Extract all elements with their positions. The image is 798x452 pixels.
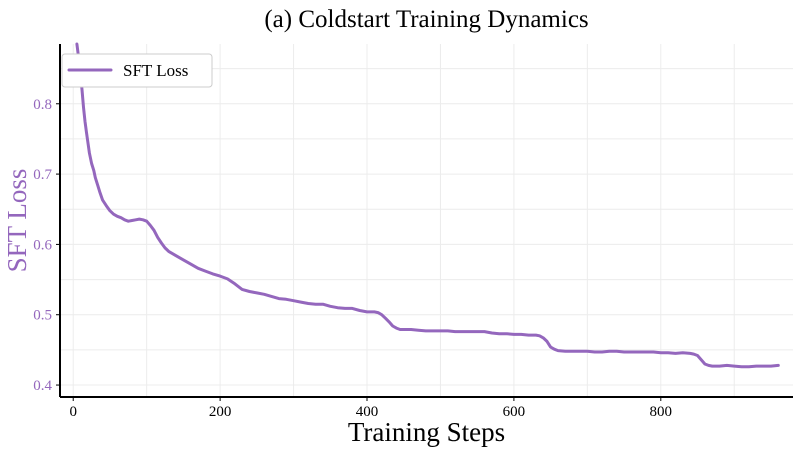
legend-label: SFT Loss	[123, 61, 188, 80]
legend: SFT Loss	[61, 53, 213, 88]
legend-box	[61, 53, 213, 88]
axes	[59, 44, 793, 398]
y-tick-label: 0.8	[33, 97, 52, 113]
grid	[60, 44, 793, 397]
y-axis-ticks: 0.4 0.5 0.6 0.7 0.8	[33, 97, 60, 394]
y-tick-label: 0.4	[33, 378, 52, 394]
y-axis-label: SFT Loss	[2, 169, 32, 273]
y-tick-label: 0.7	[33, 167, 52, 183]
x-axis-ticks: 0 200 400 600 800	[69, 397, 672, 420]
x-tick-label: 600	[503, 404, 526, 420]
y-tick-label: 0.6	[33, 237, 52, 253]
series-layer	[75, 42, 780, 369]
series-line-0	[75, 42, 780, 369]
x-tick-label: 0	[69, 404, 77, 420]
x-tick-label: 200	[209, 404, 232, 420]
chart-title: (a) Coldstart Training Dynamics	[264, 6, 588, 33]
x-axis-label: Training Steps	[348, 417, 505, 447]
y-tick-label: 0.5	[33, 308, 52, 324]
x-tick-label: 800	[650, 404, 673, 420]
x-tick-label: 400	[356, 404, 379, 420]
